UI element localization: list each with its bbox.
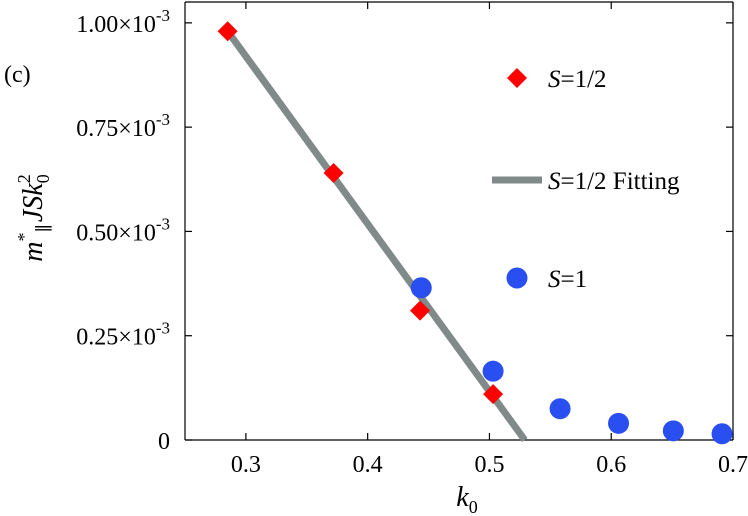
y-axis-title-text: m*∥JSk20	[14, 174, 54, 261]
legend-label: S=1/2 Fitting	[548, 168, 680, 195]
data-point-s1	[410, 277, 432, 299]
x-axis-title-subscript: 0	[469, 497, 478, 516]
x-tick-label: 0.5	[474, 452, 504, 478]
data-point-s1	[711, 423, 733, 445]
data-point-s-half	[217, 21, 238, 42]
legend: S=1/2 S=1/2 Fitting S=1	[492, 66, 680, 293]
data-point-s1	[482, 360, 504, 382]
y-tick-label: 1.00×10-3	[76, 6, 170, 38]
x-tick-label: 0.4	[353, 452, 383, 478]
x-tick-label: 0.6	[596, 452, 626, 478]
data-point-s-half	[323, 163, 344, 184]
y-axis-title: m*∥JSk20	[14, 174, 54, 261]
y-tick-label: 0.75×10-3	[76, 110, 170, 142]
data-point-s1	[608, 412, 630, 434]
data-point-s1	[662, 420, 684, 442]
legend-marker-s-half	[507, 68, 527, 88]
x-axis-ticks: 0.3 0.4 0.5 0.6 0.7	[231, 2, 748, 478]
legend-label: S=1	[548, 266, 587, 293]
y-tick-label: 0	[158, 429, 170, 455]
fit-line	[224, 29, 528, 443]
x-axis-title: k0	[456, 482, 477, 516]
legend-marker-s1	[506, 267, 528, 289]
data-point-s-half	[483, 384, 504, 405]
legend-items: S=1/2 S=1/2 Fitting S=1	[492, 66, 680, 293]
plot-frame-group	[184, 1, 734, 441]
panel-label: (c)	[4, 62, 31, 88]
data-point-s1	[549, 398, 571, 420]
y-tick-label: 0.25×10-3	[76, 319, 170, 351]
legend-label: S=1/2	[548, 66, 607, 93]
y-axis-ticks: 0 0.25×10-3 0.50×10-3 0.75×10-3 1.00×10-3	[76, 6, 733, 455]
x-tick-label: 0.3	[231, 452, 261, 478]
y-tick-label: 0.50×10-3	[76, 214, 170, 246]
series-layer	[217, 21, 733, 445]
x-tick-label: 0.7	[718, 452, 748, 478]
data-point-s-half	[410, 300, 431, 321]
